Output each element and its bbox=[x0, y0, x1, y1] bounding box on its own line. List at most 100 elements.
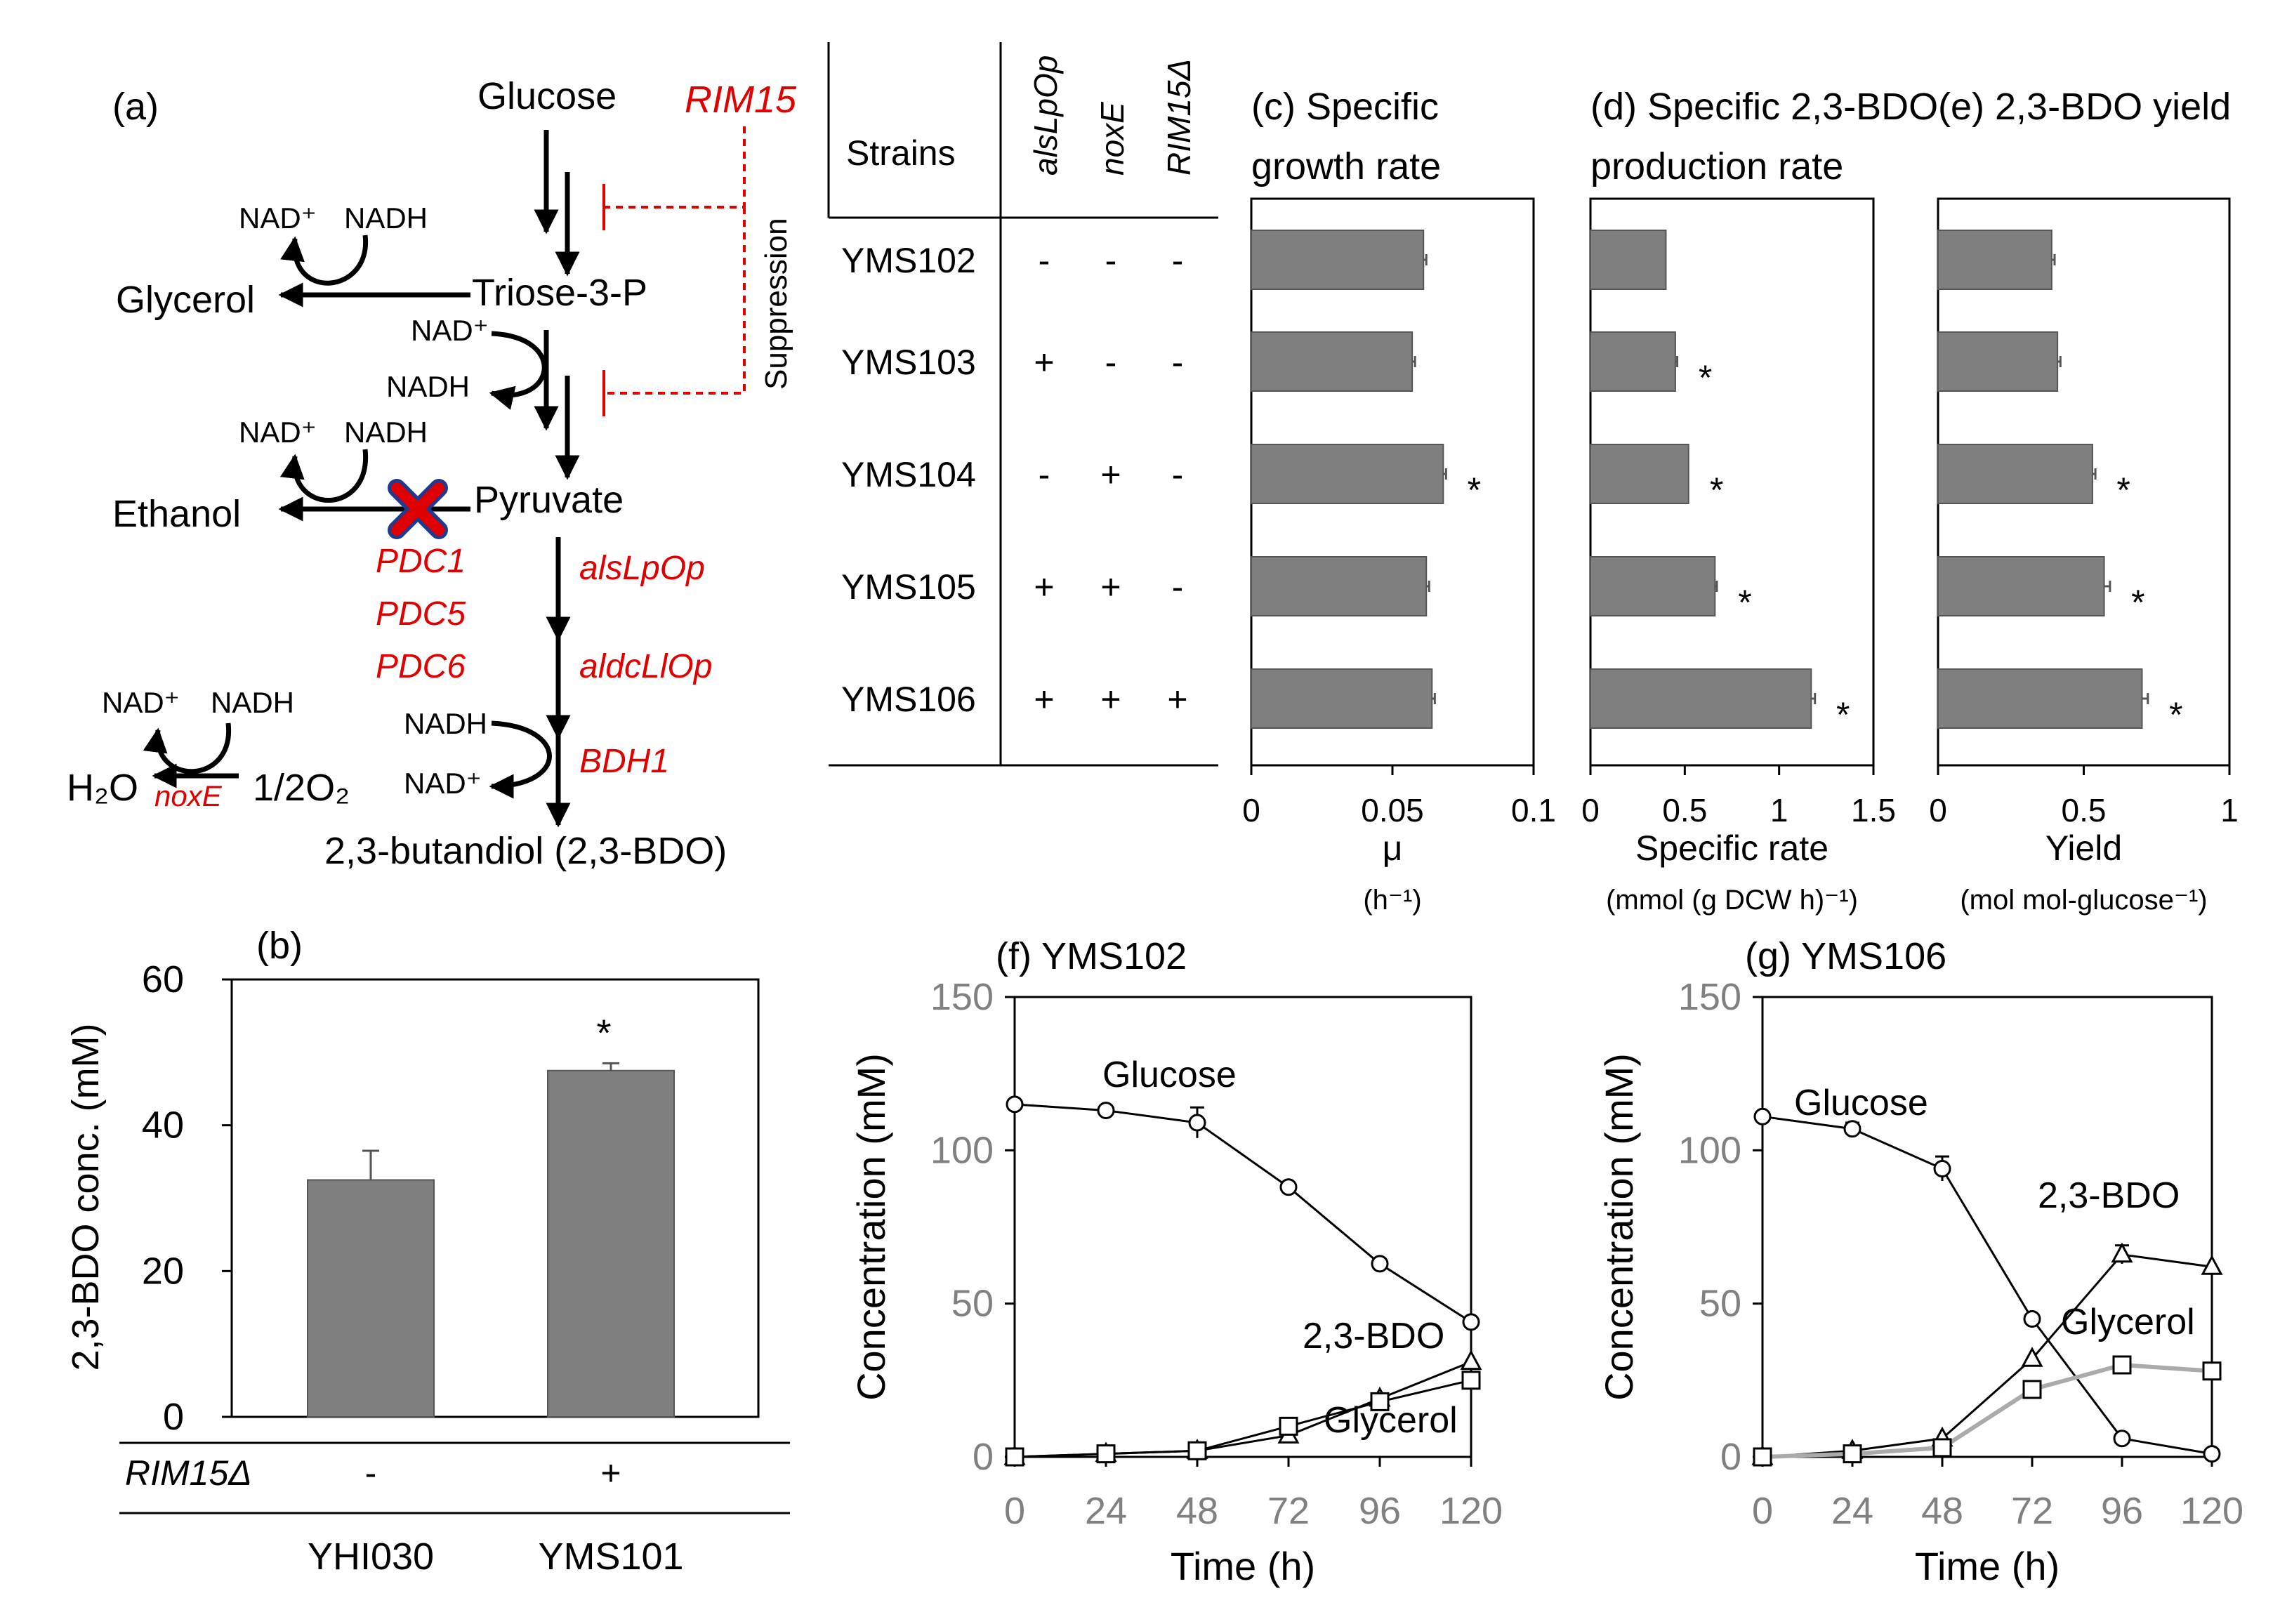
table-genotype-mark: - bbox=[1039, 455, 1050, 494]
table-strain-name: YMS105 bbox=[841, 567, 976, 607]
bar bbox=[1251, 556, 1428, 616]
significance-mark: * bbox=[1710, 470, 1723, 510]
x-tick-label: 96 bbox=[2101, 1490, 2143, 1532]
y-tick-label: 150 bbox=[1678, 976, 1741, 1018]
panel-title: (g) YMS106 bbox=[1745, 935, 1946, 977]
bdo-node: 2,3-butandiol (2,3-BDO) bbox=[324, 830, 727, 872]
x-tick-label: 0 bbox=[1929, 792, 1947, 828]
y-tick-label: 0 bbox=[163, 1396, 184, 1438]
plot-frame bbox=[1013, 996, 1472, 1458]
nadh-label-glycerol: NADH bbox=[344, 202, 428, 235]
table-genotype-mark: - bbox=[1105, 343, 1117, 382]
table-genotype-mark: - bbox=[1172, 455, 1184, 494]
chart-d-production-rate: (d) Specific 2,3-BDO production rate 0 0.5 1… bbox=[1581, 86, 1938, 916]
nadh-label-noxe: NADH bbox=[211, 686, 294, 719]
data-point-triangle bbox=[2021, 1347, 2043, 1367]
bar bbox=[1590, 331, 1676, 392]
pdc-knockout-icon bbox=[388, 479, 448, 539]
x-tick-label: 1 bbox=[1770, 792, 1788, 828]
significance-mark: * bbox=[1836, 695, 1850, 734]
chart-b-bdo-concentration: (b) 0 20 40 60 2,3-BDO conc. (mM) - YHI030 * + YMS… bbox=[65, 925, 790, 1578]
series-line bbox=[1762, 1253, 2213, 1458]
data-point-circle bbox=[1753, 1107, 1772, 1125]
data-point-square bbox=[1932, 1438, 1952, 1458]
data-point-triangle bbox=[1460, 1349, 1482, 1371]
table-genotype-mark: + bbox=[1100, 455, 1121, 494]
y-tick-label: 0 bbox=[973, 1436, 994, 1478]
aldc-gene: aldcLlOp bbox=[579, 648, 712, 685]
x-tick-label: 0.5 bbox=[1662, 792, 1707, 828]
bar bbox=[1251, 331, 1414, 392]
pdc5-gene: PDC5 bbox=[376, 595, 466, 633]
plot-frame bbox=[230, 978, 760, 1418]
x-tick-label: 0.1 bbox=[1511, 792, 1556, 828]
chart-g-yms106-time-course: (g) YMS106 0 50 100 150 0 24 48 72 96 120 Time (h) C… bbox=[1597, 935, 2243, 1588]
y-tick-label: 60 bbox=[142, 958, 184, 1001]
triose-node: Triose-3-P bbox=[472, 272, 647, 314]
x-tick-label: 0 bbox=[1004, 1490, 1025, 1532]
series-line bbox=[1762, 1115, 2213, 1455]
data-point-triangle bbox=[2201, 1255, 2223, 1275]
table-genotype-mark: + bbox=[1100, 567, 1121, 607]
nad-label-noxe: NAD⁺ bbox=[102, 686, 180, 719]
plot-frame bbox=[1761, 996, 2213, 1458]
data-point-square bbox=[1096, 1444, 1116, 1464]
suppression-label: Suppression bbox=[759, 218, 793, 390]
x-axis-label: μ bbox=[1383, 828, 1403, 868]
col-header-rim15: RIM15Δ bbox=[1161, 59, 1197, 176]
h2o-label: H₂O bbox=[67, 767, 138, 809]
nadh-label-gapdh: NADH bbox=[386, 370, 470, 403]
nad-label-bdh: NAD⁺ bbox=[404, 767, 482, 800]
data-point-circle bbox=[2113, 1430, 2131, 1448]
bar bbox=[1590, 444, 1689, 504]
significance-mark: * bbox=[1738, 583, 1751, 622]
rim15-row-label: RIM15Δ bbox=[125, 1453, 252, 1493]
chart-c-growth-rate: (c) Specific growth rate 0 0.05 0.1 μ (h⁻¹) * bbox=[1242, 86, 1556, 916]
x-tick-label: 24 bbox=[1085, 1490, 1127, 1532]
y-tick-label: 100 bbox=[1678, 1129, 1741, 1171]
x-axis-label: Time (h) bbox=[1915, 1544, 2060, 1588]
bar bbox=[1590, 230, 1667, 290]
table-strain-name: YMS106 bbox=[841, 680, 976, 719]
x-axis-unit: (h⁻¹) bbox=[1363, 885, 1421, 916]
nad-label-ethanol: NAD⁺ bbox=[239, 416, 317, 449]
x-category-label: YMS101 bbox=[538, 1536, 683, 1578]
data-point-square bbox=[1370, 1392, 1390, 1411]
y-tick-label: 150 bbox=[930, 976, 994, 1018]
rim15-genotype-mark: + bbox=[600, 1453, 621, 1493]
bar bbox=[1937, 444, 2093, 504]
data-point-circle bbox=[1006, 1095, 1024, 1114]
bar bbox=[1590, 668, 1812, 729]
table-strain-name: YMS103 bbox=[841, 343, 976, 382]
panel-title: (f) YMS102 bbox=[996, 935, 1187, 977]
x-tick-label: 1.5 bbox=[1851, 792, 1896, 828]
bar bbox=[1251, 668, 1433, 729]
nad-label-glycerol: NAD⁺ bbox=[239, 202, 317, 235]
series-label: Glycerol bbox=[1324, 1400, 1458, 1441]
x-tick-label: 0.05 bbox=[1361, 792, 1424, 828]
bar bbox=[1937, 230, 2052, 290]
table-strain-name: YMS104 bbox=[841, 455, 976, 494]
col-header-als: alsLpOp bbox=[1027, 55, 1064, 176]
noxe-gene: noxE bbox=[154, 779, 223, 812]
significance-mark: * bbox=[2116, 470, 2130, 510]
table-strain-name: YMS102 bbox=[841, 241, 976, 280]
series-label: Glucose bbox=[1102, 1055, 1237, 1095]
y-tick-label: 50 bbox=[1699, 1283, 1741, 1325]
nadh-label-bdh: NADH bbox=[404, 707, 487, 740]
nadh-label-ethanol: NADH bbox=[344, 416, 428, 449]
data-point-square bbox=[2112, 1355, 2132, 1375]
als-gene: alsLpOp bbox=[579, 550, 705, 587]
table-genotype-mark: - bbox=[1039, 241, 1050, 280]
series-label: 2,3-BDO bbox=[1303, 1316, 1444, 1356]
series-label: 2,3-BDO bbox=[2038, 1175, 2180, 1216]
data-point-circle bbox=[1933, 1160, 1951, 1178]
pdc1-gene: PDC1 bbox=[376, 543, 466, 580]
panel-title-line2: production rate bbox=[1590, 145, 1843, 187]
y-axis-label: Concentration (mM) bbox=[1597, 1053, 1641, 1401]
x-tick-label: 120 bbox=[1439, 1490, 1503, 1532]
significance-mark: * bbox=[2131, 583, 2144, 622]
x-tick-label: 0 bbox=[1242, 792, 1260, 828]
panel-title-line1: (e) 2,3-BDO yield bbox=[1938, 86, 2231, 128]
glucose-node: Glucose bbox=[477, 75, 617, 117]
